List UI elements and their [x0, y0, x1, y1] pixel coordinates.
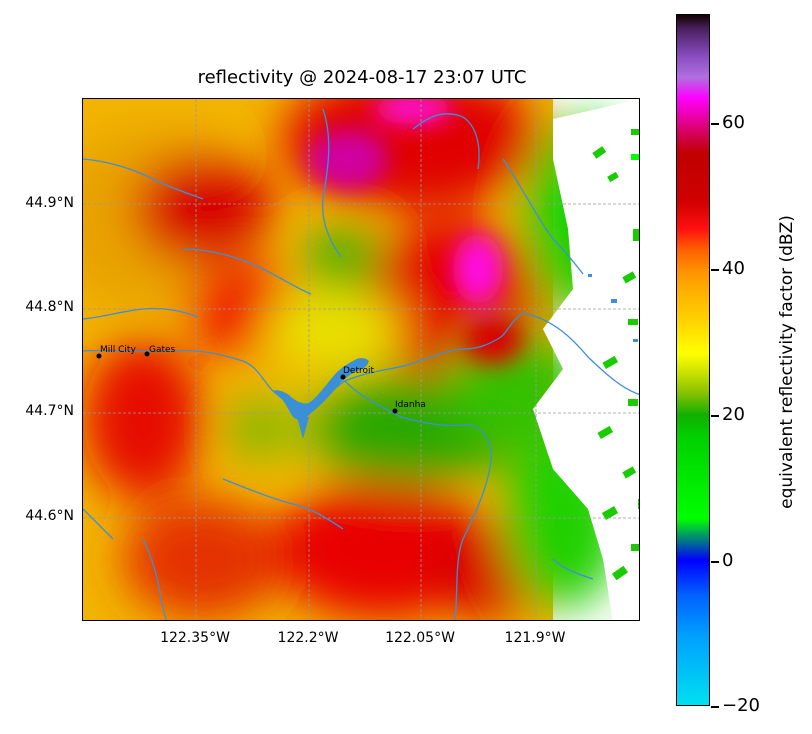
lon-tick-label: 122.35°W: [160, 630, 230, 646]
colorbar-tick: [711, 706, 719, 708]
city-label-gates: Gates: [149, 345, 176, 355]
colorbar: [676, 14, 710, 706]
colorbar-tick: [711, 561, 719, 563]
colorbar-title: equivalent reflectivity factor (dBZ): [777, 215, 797, 509]
colorbar-tick-label: 60: [722, 112, 745, 133]
city-marker-mill-city[interactable]: [96, 353, 102, 359]
lon-tick-label: 122.05°W: [385, 630, 455, 646]
lon-tick-label: 121.9°W: [504, 630, 566, 646]
colorbar-tick-label: −20: [722, 695, 760, 716]
lat-tick-label: 44.6°N: [25, 508, 74, 524]
city-label-mill-city: Mill City: [100, 345, 136, 355]
colorbar-tick-label: 20: [722, 404, 745, 425]
city-marker-detroit[interactable]: [340, 374, 346, 380]
rivers: [83, 108, 639, 620]
lake-arm: [297, 417, 309, 439]
colorbar-tick-label: 40: [722, 258, 745, 279]
lat-tick-label: 44.9°N: [25, 195, 74, 211]
lat-tick-label: 44.8°N: [25, 299, 74, 315]
colorbar-tick: [711, 123, 719, 125]
radar-map[interactable]: Mill City Gates Detroit Idanha: [82, 98, 640, 621]
detroit-lake: [273, 358, 369, 420]
city-label-idanha: Idanha: [395, 400, 426, 410]
map-title: reflectivity @ 2024-08-17 23:07 UTC: [197, 67, 527, 88]
city-label-detroit: Detroit: [343, 366, 375, 376]
colorbar-tick: [711, 415, 719, 417]
lon-tick-label: 122.2°W: [277, 630, 339, 646]
radar-map-canvas: [83, 99, 639, 620]
lat-tick-label: 44.7°N: [25, 403, 74, 419]
city-marker-gates[interactable]: [144, 351, 150, 357]
reflectivity-field: [83, 99, 639, 620]
colorbar-tick: [711, 269, 719, 271]
city-marker-idanha[interactable]: [392, 408, 398, 414]
colorbar-tick-label: 0: [722, 550, 734, 571]
